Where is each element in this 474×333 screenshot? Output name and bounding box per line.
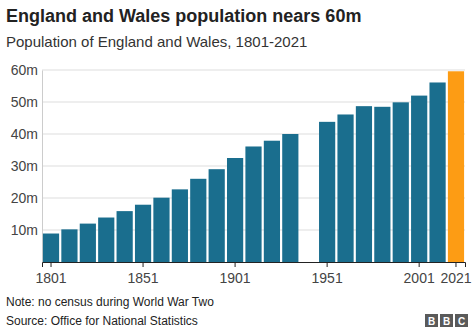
bar: [172, 189, 188, 262]
x-axis-line: [43, 263, 466, 268]
bar: [80, 224, 96, 262]
x-tick-mark: [455, 262, 456, 267]
bar: [264, 141, 280, 262]
chart: England and Wales population nears 60m Po…: [0, 0, 474, 333]
x-tick: 1901: [220, 262, 251, 286]
bar: [135, 205, 151, 262]
bar: [227, 158, 243, 262]
x-tick-label: 1951: [312, 270, 343, 286]
y-tick: 60m: [11, 62, 42, 78]
bar: [356, 106, 372, 262]
x-tick-mark: [327, 262, 328, 267]
bars: [43, 71, 464, 262]
bar: [337, 114, 353, 262]
bar: [43, 234, 59, 262]
x-tick-mark: [419, 262, 420, 267]
bar: [190, 179, 206, 262]
y-tick: 50m: [11, 94, 42, 110]
y-axis-line: [42, 71, 43, 263]
bar: [117, 211, 133, 262]
y-tick: 20m: [11, 190, 42, 206]
x-tick: 1801: [35, 262, 66, 286]
bar: [448, 71, 464, 262]
x-tick-label: 2021: [440, 270, 471, 286]
bar: [411, 96, 427, 262]
bar: [61, 229, 77, 262]
x-tick-label: 2001: [404, 270, 435, 286]
x-tick: 2001: [404, 262, 435, 286]
logo-text: BBC: [428, 316, 465, 327]
logo: BBC: [425, 314, 468, 327]
x-tick: 2021: [440, 262, 471, 286]
grid-line: [42, 70, 465, 71]
y-axis: 10m 20m 30m 40m 50m 60m: [11, 62, 43, 263]
x-axis: 1801 1851 1901 1951 2001 2021: [35, 262, 471, 286]
x-tick-mark: [51, 262, 52, 267]
logo-box: [440, 314, 453, 327]
y-tick: 30m: [11, 158, 42, 174]
source: Source: Office for National Statistics: [6, 314, 198, 328]
logo-box: [425, 314, 438, 327]
bar: [98, 218, 114, 262]
y-tick: 40m: [11, 126, 42, 142]
note: Note: no census during World War Two: [6, 295, 214, 309]
x-tick-mark: [143, 262, 144, 267]
y-tick-label: 50m: [11, 94, 38, 110]
y-tick-label: 30m: [11, 158, 38, 174]
title: England and Wales population nears 60m: [6, 6, 361, 26]
x-tick-label: 1901: [220, 270, 251, 286]
x-tick-mark: [235, 262, 236, 267]
bar: [153, 198, 169, 262]
bar: [282, 134, 298, 262]
y-tick-label: 20m: [11, 190, 38, 206]
bar: [393, 102, 409, 262]
y-tick-label: 10m: [11, 222, 38, 238]
bar: [319, 122, 335, 262]
logo-box: [455, 314, 468, 327]
bar: [374, 107, 390, 262]
bar: [429, 82, 445, 262]
x-tick-label: 1801: [35, 270, 66, 286]
subtitle: Population of England and Wales, 1801-20…: [6, 33, 307, 50]
plot: 10m 20m 30m 40m 50m 60m 1801 1851 1901 1951 2001 20…: [11, 62, 472, 286]
y-tick: 10m: [11, 222, 42, 238]
x-tick: 1951: [312, 262, 343, 286]
bar: [209, 169, 225, 262]
y-tick-label: 60m: [11, 62, 38, 78]
bar: [245, 146, 261, 262]
x-tick-label: 1851: [127, 270, 158, 286]
x-tick: 1851: [127, 262, 158, 286]
y-tick-label: 40m: [11, 126, 38, 142]
